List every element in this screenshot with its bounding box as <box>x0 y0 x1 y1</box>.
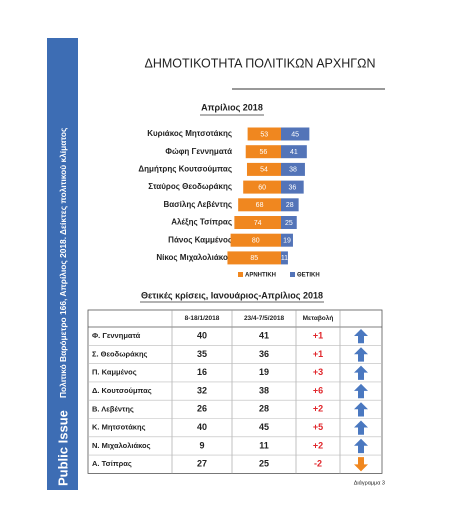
bar <box>281 216 297 229</box>
bar-label: 60 <box>258 184 266 191</box>
table: 8-18/1/2018 23/4-7/5/2018 Μεταβολή Φ. Γεννη… <box>87 309 383 474</box>
header-cell: 8-18/1/2018 <box>185 315 220 322</box>
bar <box>281 198 299 212</box>
change-cell: +2 <box>313 440 323 450</box>
bar-label: 28 <box>286 202 294 209</box>
table-title: Θετικές κρίσεις, Ιανουάριος-Απρίλιος 201… <box>141 290 323 300</box>
bar <box>247 127 281 141</box>
value-cell: 35 <box>197 349 207 359</box>
bar <box>281 162 305 176</box>
arrow-up <box>354 347 368 362</box>
bar-label: 25 <box>285 220 293 227</box>
value-cell: 38 <box>259 385 269 395</box>
category-label: Κυριάκος Μητσοτάκης <box>147 129 232 138</box>
name-cell: Σ. Θεοδωράκης <box>92 349 148 358</box>
bar-label: 68 <box>256 202 264 209</box>
legend-label: ΘΕΤΙΚΗ <box>297 273 320 279</box>
legend-swatch <box>290 272 295 277</box>
bar <box>281 145 307 159</box>
bar-label: 11 <box>281 255 288 262</box>
brand: Public Issue <box>55 410 70 486</box>
bar <box>281 127 310 141</box>
value-cell: 16 <box>197 367 207 377</box>
name-cell: Β. Λεβέντης <box>92 404 134 413</box>
category-label: Αλέξης Τσίπρας <box>171 218 232 227</box>
bar <box>234 216 281 229</box>
bar <box>246 162 281 176</box>
category-label: Νίκος Μιχαλολιάκος <box>156 253 232 262</box>
category-label: Πάνος Καμμένος <box>168 235 232 244</box>
value-cell: 28 <box>259 404 269 414</box>
arrow-up <box>354 383 368 399</box>
arrow-up <box>354 365 368 380</box>
bar <box>230 233 281 247</box>
value-cell: 40 <box>197 422 207 432</box>
bar-label: 53 <box>260 131 268 138</box>
bar <box>238 198 281 212</box>
bar <box>281 251 288 265</box>
change-cell: -2 <box>314 459 322 469</box>
bar <box>245 145 281 159</box>
change-cell: +1 <box>313 331 323 341</box>
value-cell: 32 <box>197 385 207 395</box>
chart: Κυριάκος Μητσοτάκης 53 45 Φώφη Γεννηματά 56 4… <box>138 127 320 279</box>
header-cell: 23/4-7/5/2018 <box>244 315 285 322</box>
value-cell: 41 <box>259 331 269 341</box>
value-cell: 11 <box>259 440 269 450</box>
change-cell: +5 <box>313 422 323 432</box>
chart-title: Απρίλιος 2018 <box>201 102 263 112</box>
category-label: Σταύρος Θεοδωράκης <box>148 182 232 191</box>
change-cell: +2 <box>313 404 323 414</box>
bar-label: 36 <box>288 184 296 191</box>
bar-label: 19 <box>283 238 291 245</box>
header-cell: Μεταβολή <box>303 314 334 322</box>
value-cell: 9 <box>199 440 204 450</box>
value-cell: 27 <box>197 459 207 469</box>
bar <box>281 180 304 194</box>
bar <box>227 251 281 265</box>
arrow-down <box>354 457 368 472</box>
name-cell: Κ. Μητσοτάκης <box>92 423 146 432</box>
bar <box>281 233 293 247</box>
value-cell: 36 <box>259 349 269 359</box>
bar-label: 54 <box>260 167 268 174</box>
bar-label: 56 <box>259 149 267 156</box>
legend-swatch <box>238 272 243 277</box>
value-cell: 40 <box>197 331 207 341</box>
category-label: Δημήτρης Κουτσούμπας <box>138 165 232 174</box>
name-cell: Ν. Μιχαλολιάκος <box>92 441 151 450</box>
bar-label: 45 <box>291 131 299 138</box>
name-cell: Φ. Γεννηματά <box>92 331 141 340</box>
table-border <box>87 309 383 474</box>
sidebar-caption: Πολιτικό Βαρόμετρο 166, Απρίλιος 2018. Δ… <box>58 127 68 398</box>
value-cell: 25 <box>259 459 269 469</box>
name-cell: Α. Τσίπρας <box>92 459 132 468</box>
value-cell: 19 <box>259 367 269 377</box>
arrow-up <box>354 402 368 417</box>
value-cell: 26 <box>197 404 207 414</box>
change-cell: +3 <box>313 367 323 377</box>
sidebar <box>47 38 78 490</box>
legend-label: ΑΡΝΗΤΙΚΗ <box>245 273 276 279</box>
arrow-up <box>354 329 368 344</box>
name-cell: Δ. Κουτσούμπας <box>92 386 152 395</box>
change-cell: +1 <box>313 349 323 359</box>
bar-label: 74 <box>254 220 262 227</box>
bar-label: 41 <box>290 149 298 156</box>
change-cell: +6 <box>313 385 323 395</box>
category-label: Βασίλης Λεβέντης <box>163 200 232 209</box>
bar-label: 80 <box>252 238 260 245</box>
name-cell: Π. Καμμένος <box>92 368 137 377</box>
arrow-up <box>354 420 368 435</box>
value-cell: 45 <box>259 422 269 432</box>
bar-label: 85 <box>250 255 258 262</box>
arrow-up <box>354 438 368 454</box>
footer: Διάγραμμα 3 <box>354 479 385 486</box>
page-title: ΔΗΜΟΤΙΚΟΤΗΤΑ ΠΟΛΙΤΙΚΩΝ ΑΡΧΗΓΩΝ <box>144 56 375 70</box>
bar-label: 38 <box>289 167 297 174</box>
bar <box>243 180 281 194</box>
category-label: Φώφη Γεννηματά <box>165 147 232 156</box>
